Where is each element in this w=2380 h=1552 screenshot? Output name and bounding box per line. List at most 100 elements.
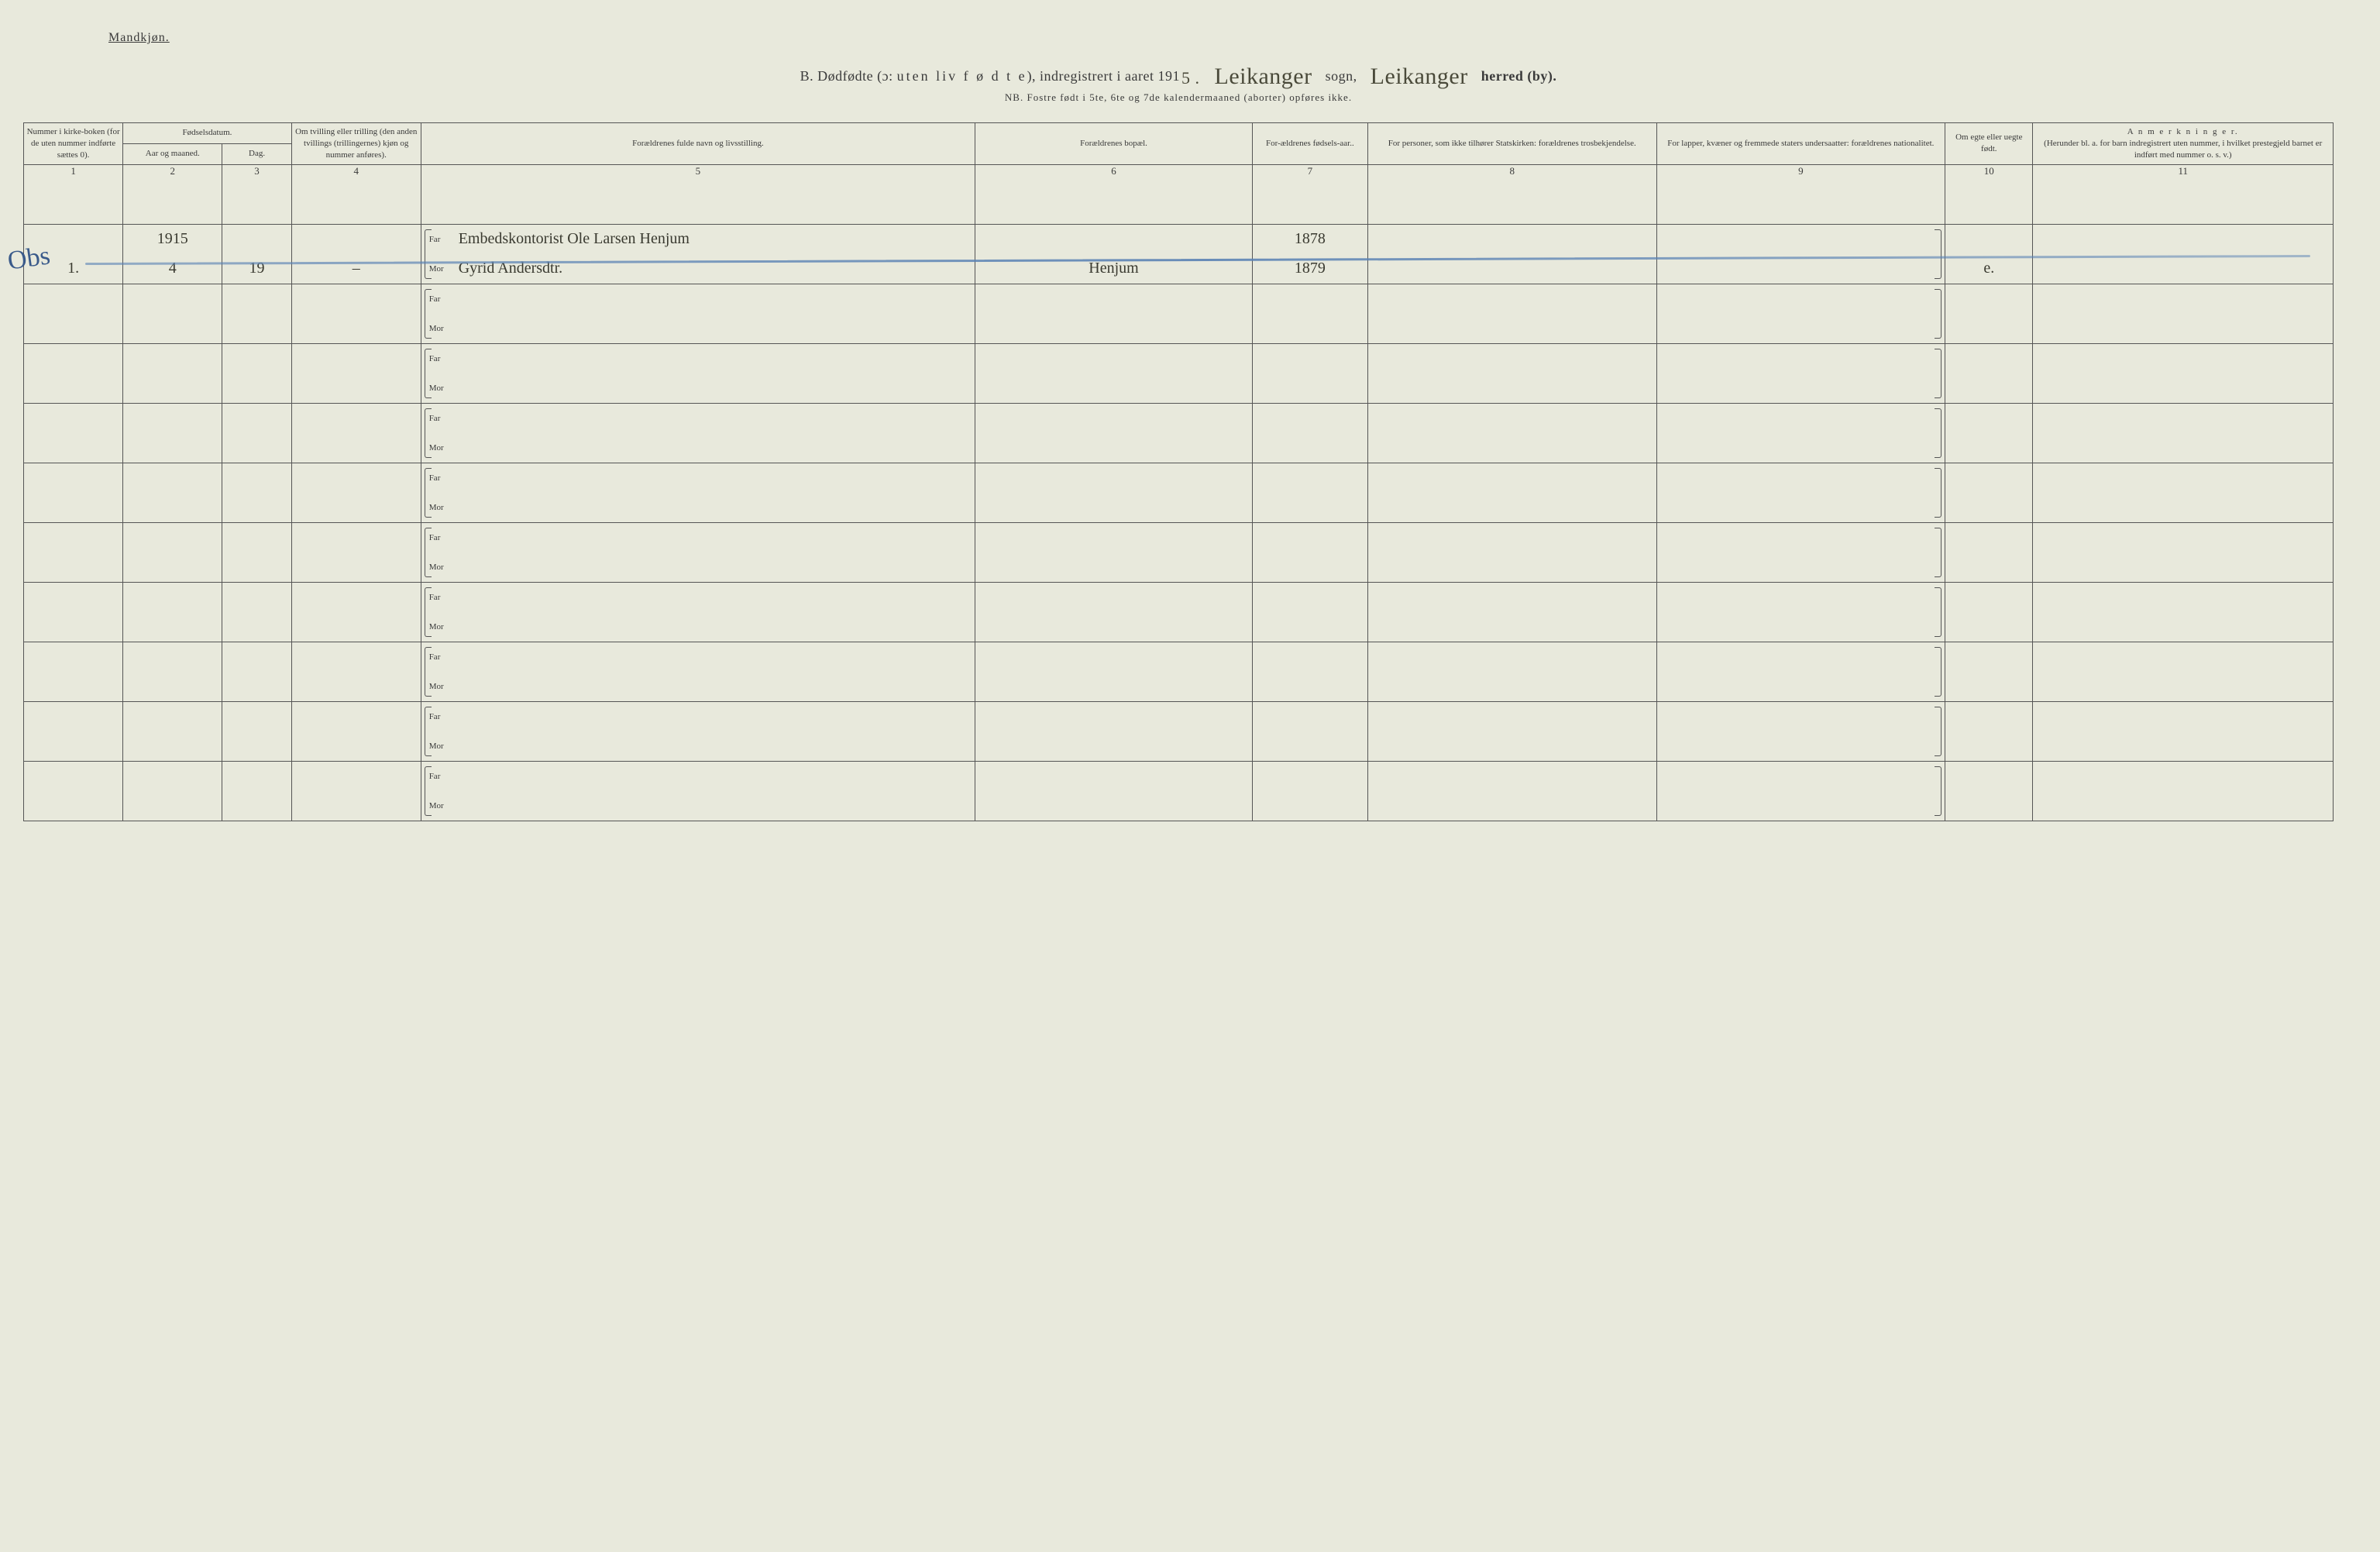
mor-label: Mor [421,742,452,751]
entry-month: 4 [123,254,222,284]
sogn-label: sogn, [1326,68,1357,84]
cell-legitimacy [1945,403,2033,463]
cell-birthyears [1252,701,1367,761]
entry-year: 1915 [123,225,222,254]
cell-parents: FarMor [421,642,975,701]
header-col6: Forældrenes bopæl. [975,123,1253,165]
table-row: FarMor [24,403,2334,463]
header-col8: For personer, som ikke tilhører Statskir… [1367,123,1656,165]
cell-dag [222,403,291,463]
cell-aar-maaned [123,343,222,403]
cell-parents: FarMor [421,761,975,821]
colnum: 5 [421,164,975,224]
cell-remarks [2033,701,2334,761]
cell-dag [222,701,291,761]
cell-num [24,761,123,821]
cell-nationality [1656,403,1945,463]
cell-num [24,284,123,343]
cell-legitimacy [1945,701,2033,761]
header-col5: Forældrenes fulde navn og livsstilling. [421,123,975,165]
gender-heading: Mandkjøn. [108,31,2334,45]
cell-confession [1367,463,1656,522]
subtitle-note: NB. Fostre født i 5te, 6te og 7de kalend… [23,91,2334,104]
cell-dag [222,284,291,343]
cell-nationality [1656,761,1945,821]
colnum: 3 [222,164,291,224]
colnum: 9 [1656,164,1945,224]
cell-dag [222,343,291,403]
cell-aar-maaned [123,642,222,701]
mor-label: Mor [421,682,452,691]
header-col11: A n m e r k n i n g e r. (Herunder bl. a… [2033,123,2334,165]
margin-annotation: Obs [6,241,53,276]
mor-label: Mor [421,801,452,810]
cell-legitimacy [1945,522,2033,582]
cell-tvilling: – [291,224,421,284]
cell-nationality [1656,701,1945,761]
mor-label: Mor [421,384,452,393]
cell-tvilling [291,343,421,403]
cell-nationality [1656,284,1945,343]
cell-bopel [975,701,1253,761]
cell-remarks [2033,522,2334,582]
mor-label: Mor [421,563,452,572]
cell-parents: FarMor [421,284,975,343]
mor-label: Mor [421,443,452,453]
mor-label: Mor [421,503,452,512]
cell-bopel [975,343,1253,403]
cell-confession [1367,522,1656,582]
cell-bopel [975,403,1253,463]
header-fodselsdatum: Fødselsdatum. [123,123,292,144]
entry-tvilling: – [292,254,421,284]
cell-bopel [975,522,1253,582]
title-mid: ), indregistrert i aaret 191 [1027,68,1180,84]
cell-confession [1367,642,1656,701]
table-body: 1. 19154 19 – FarEmbedskontorist Ole Lar… [24,224,2334,821]
cell-aar-maaned [123,522,222,582]
cell-nationality [1656,343,1945,403]
cell-remarks [2033,343,2334,403]
table-header: Nummer i kirke-boken (for de uten nummer… [24,123,2334,225]
cell-num [24,343,123,403]
cell-dag [222,522,291,582]
cell-remarks [2033,761,2334,821]
cell-tvilling [291,522,421,582]
table-row: FarMor [24,343,2334,403]
cell-birthyears [1252,403,1367,463]
cell-bopel [975,463,1253,522]
column-number-row: 1 2 3 4 5 6 7 8 9 10 11 [24,164,2334,224]
cell-legitimacy: e. [1945,224,2033,284]
cell-tvilling [291,582,421,642]
cell-nationality [1656,582,1945,642]
cell-num [24,463,123,522]
colnum: 7 [1252,164,1367,224]
cell-legitimacy [1945,463,2033,522]
document-page: Obs Mandkjøn. B. Dødfødte (ɔ: uten liv f… [23,31,2334,821]
cell-legitimacy [1945,582,2033,642]
cell-birthyears [1252,761,1367,821]
cell-tvilling [291,403,421,463]
cell-remarks [2033,284,2334,343]
header-col11-title: A n m e r k n i n g e r. [2127,127,2239,136]
cell-confession [1367,224,1656,284]
cell-tvilling [291,463,421,522]
cell-nationality [1656,224,1945,284]
cell-legitimacy [1945,761,2033,821]
cell-dag: 19 [222,224,291,284]
header-col3: Dag. [222,143,291,164]
cell-aar-maaned [123,284,222,343]
cell-nationality [1656,642,1945,701]
header-col9: For lapper, kvæner og fremmede staters u… [1656,123,1945,165]
cell-bopel [975,582,1253,642]
cell-nationality [1656,463,1945,522]
cell-parents: FarMor [421,403,975,463]
far-label: Far [421,712,452,721]
title-line: B. Dødfødte (ɔ: uten liv f ø d t e), ind… [23,60,2334,87]
cell-confession [1367,284,1656,343]
header-col2: Aar og maaned. [123,143,222,164]
colnum: 4 [291,164,421,224]
cell-legitimacy [1945,642,2033,701]
cell-birthyears [1252,522,1367,582]
cell-aar-maaned [123,582,222,642]
header-col11-sub: (Herunder bl. a. for barn indregistrert … [2044,139,2322,160]
